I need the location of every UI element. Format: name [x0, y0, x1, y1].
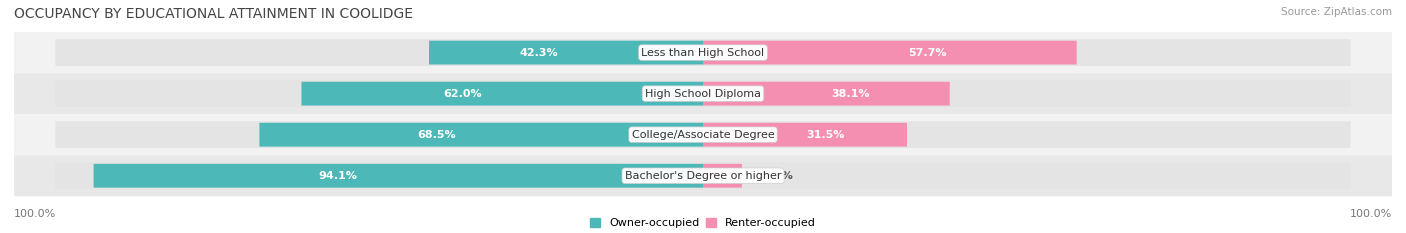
Text: College/Associate Degree: College/Associate Degree	[631, 130, 775, 140]
Text: 38.1%: 38.1%	[832, 89, 870, 99]
Text: 31.5%: 31.5%	[806, 130, 845, 140]
Text: Less than High School: Less than High School	[641, 48, 765, 58]
FancyBboxPatch shape	[55, 39, 1351, 66]
Text: OCCUPANCY BY EDUCATIONAL ATTAINMENT IN COOLIDGE: OCCUPANCY BY EDUCATIONAL ATTAINMENT IN C…	[14, 7, 413, 21]
Text: 57.7%: 57.7%	[908, 48, 946, 58]
FancyBboxPatch shape	[259, 123, 703, 147]
Legend: Owner-occupied, Renter-occupied: Owner-occupied, Renter-occupied	[586, 214, 820, 233]
FancyBboxPatch shape	[703, 41, 1077, 65]
FancyBboxPatch shape	[14, 73, 1392, 114]
FancyBboxPatch shape	[301, 82, 703, 106]
FancyBboxPatch shape	[94, 164, 703, 188]
Text: 100.0%: 100.0%	[14, 209, 56, 219]
FancyBboxPatch shape	[14, 155, 1392, 196]
Text: Source: ZipAtlas.com: Source: ZipAtlas.com	[1281, 7, 1392, 17]
Text: Bachelor's Degree or higher: Bachelor's Degree or higher	[624, 171, 782, 181]
FancyBboxPatch shape	[429, 41, 703, 65]
Text: 42.3%: 42.3%	[519, 48, 558, 58]
FancyBboxPatch shape	[55, 80, 1351, 107]
FancyBboxPatch shape	[14, 114, 1392, 155]
Text: High School Diploma: High School Diploma	[645, 89, 761, 99]
Text: 6.0%: 6.0%	[762, 171, 793, 181]
Text: 94.1%: 94.1%	[318, 171, 357, 181]
FancyBboxPatch shape	[14, 32, 1392, 73]
FancyBboxPatch shape	[55, 121, 1351, 148]
Text: 100.0%: 100.0%	[1350, 209, 1392, 219]
FancyBboxPatch shape	[703, 164, 742, 188]
Text: 68.5%: 68.5%	[418, 130, 456, 140]
FancyBboxPatch shape	[703, 82, 949, 106]
FancyBboxPatch shape	[55, 162, 1351, 189]
FancyBboxPatch shape	[703, 123, 907, 147]
Text: 62.0%: 62.0%	[443, 89, 481, 99]
